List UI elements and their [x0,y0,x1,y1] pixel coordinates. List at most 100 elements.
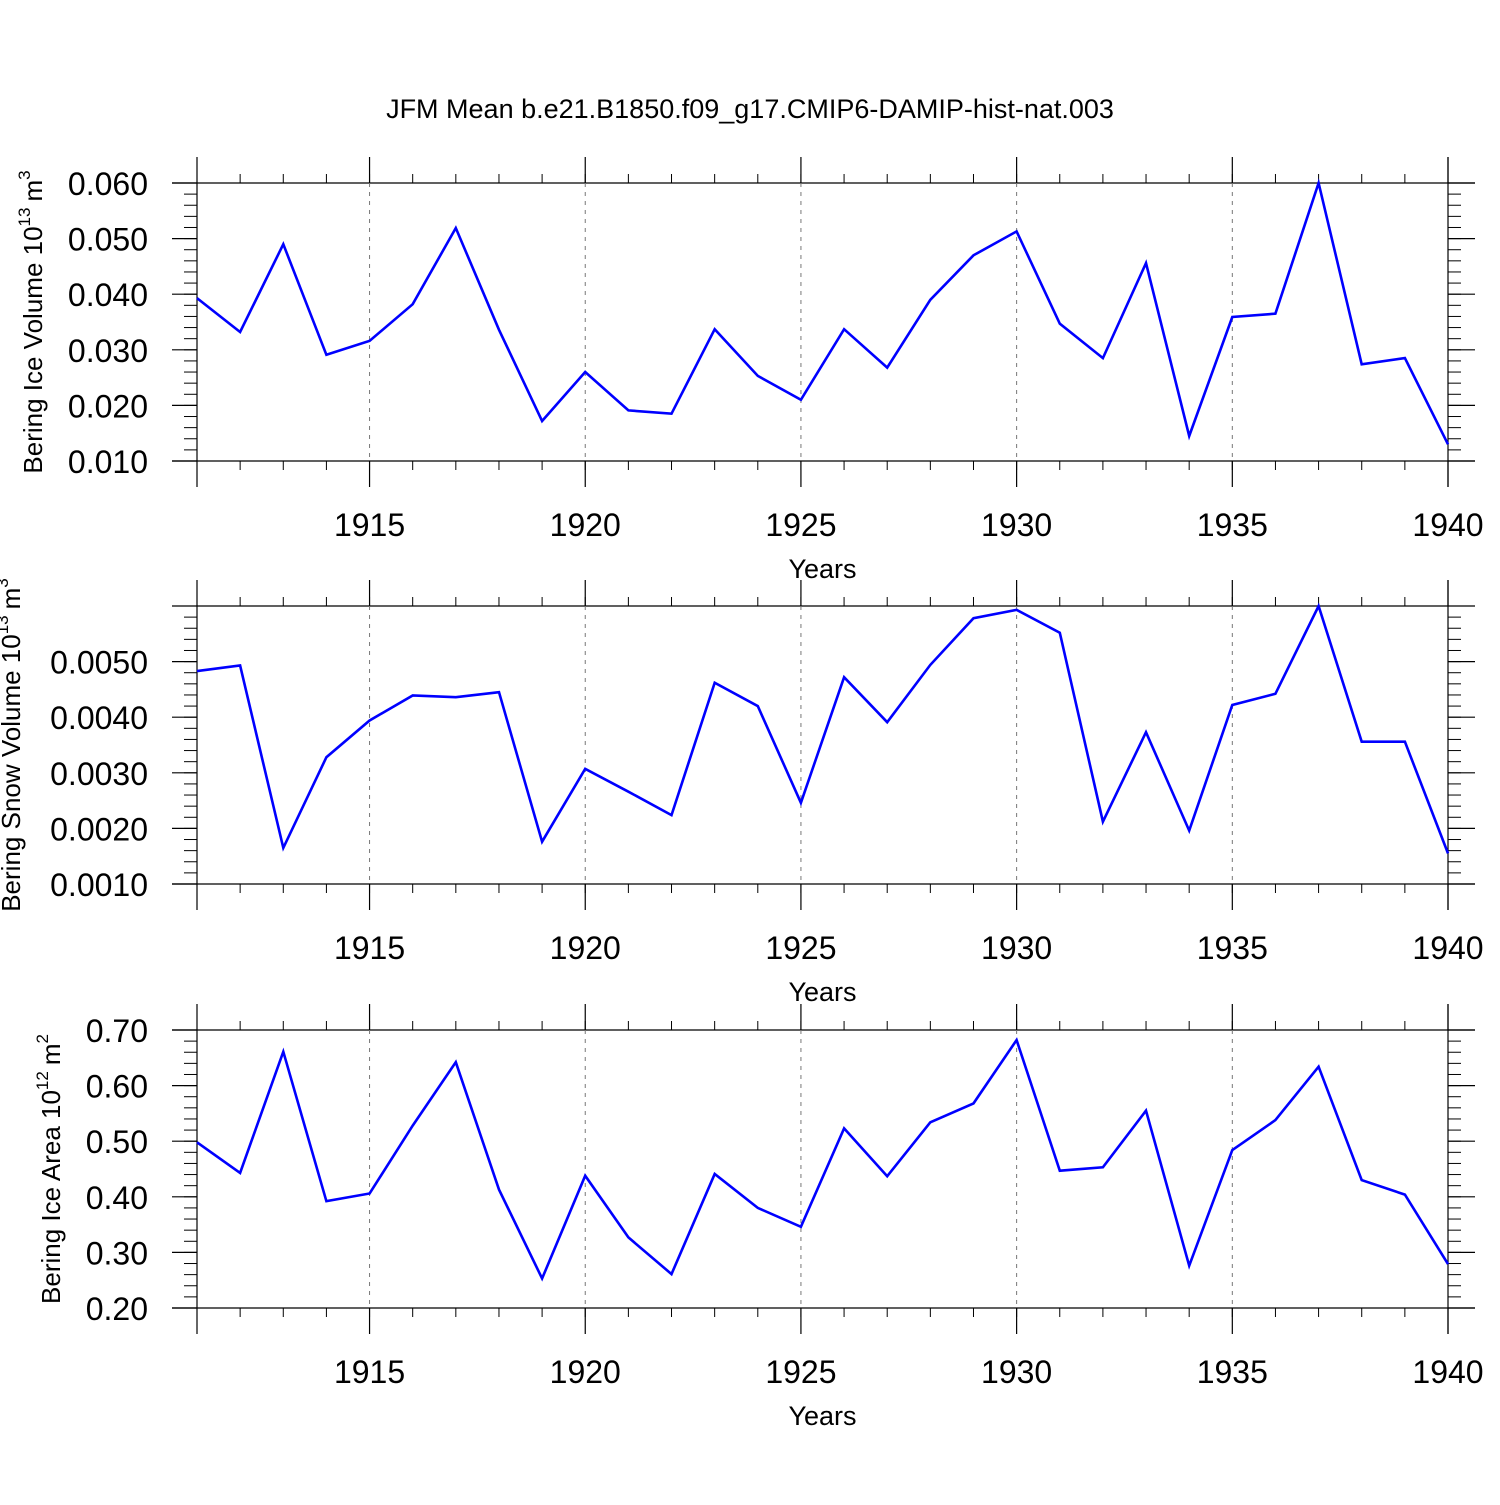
x-tick-label: 1935 [1197,507,1268,543]
data-point [1273,692,1277,696]
data-point [368,719,372,723]
y-tick-label: 0.040 [68,277,148,313]
data-point [713,327,717,331]
data-point [238,330,242,334]
data-point [1317,604,1321,608]
y-axis-label: Bering Ice Area 1012 m2 [33,1034,66,1304]
data-point [1360,740,1364,744]
data-point [411,694,415,698]
data-point [756,374,760,378]
data-point [1403,1193,1407,1197]
data-series-line [196,602,1450,854]
x-tick-label: 1935 [1197,1354,1268,1390]
x-tick-label: 1920 [550,507,621,543]
y-tick-label: 0.0030 [50,756,148,792]
panel-3: 1915 1920 1925 1930 1935 1940 0.20 0.30 0.40 0.50… [33,1004,1484,1431]
data-point [1015,608,1019,612]
data-point [411,302,415,306]
data-point [1015,229,1019,233]
data-point [756,704,760,708]
data-point [195,1140,199,1144]
data-point [497,690,501,694]
data-point [1230,315,1234,319]
data-point [670,1272,674,1276]
data-point [713,681,717,685]
data-point [670,813,674,817]
data-point [842,1126,846,1130]
y-tick-label: 0.70 [86,1013,148,1049]
x-tick-label: 1925 [765,507,836,543]
data-point [1230,1148,1234,1152]
y-tick-label: 0.010 [68,444,148,480]
data-point [1144,730,1148,734]
x-tick-label: 1940 [1412,507,1483,543]
data-point [1360,1178,1364,1182]
data-point [1446,1262,1450,1266]
data-series-line [196,1037,1450,1282]
y-axis-label-unit-exponent: 3 [0,578,12,587]
x-tick-label: 1940 [1412,930,1483,966]
x-tick-label: 1915 [334,930,405,966]
x-tick-label: 1920 [550,930,621,966]
y-tick-label: 0.020 [68,388,148,424]
data-point [1273,312,1277,316]
y-tick-label: 0.30 [86,1235,148,1271]
y-tick-label: 0.050 [68,222,148,258]
y-axis-label-text: Bering Snow Volume 10 [0,634,26,912]
y-axis-label-unit: m [36,1043,66,1065]
x-axis-label: Years [788,554,856,584]
data-point [281,242,285,246]
data-point [885,720,889,724]
y-tick-label: 0.0020 [50,811,148,847]
y-axis-label-exponent: 12 [33,1071,52,1090]
data-point [454,226,458,230]
y-tick-label: 0.060 [68,166,148,202]
data-point [972,253,976,257]
data-point [324,353,328,357]
x-tick-label: 1930 [981,1354,1052,1390]
x-tick-label: 1935 [1197,930,1268,966]
y-tick-label: 0.50 [86,1124,148,1160]
data-point [583,1174,587,1178]
data-point [583,370,587,374]
data-point [1403,740,1407,744]
data-point [195,296,199,300]
data-point [324,755,328,759]
data-point [1403,356,1407,360]
data-point [1101,820,1105,824]
data-point [1230,703,1234,707]
data-point [799,801,803,805]
data-point [1273,1118,1277,1122]
data-point [1317,1065,1321,1069]
data-point [626,790,630,794]
data-point [842,327,846,331]
x-tick-label: 1915 [334,507,405,543]
data-point [972,1101,976,1105]
data-point [713,1172,717,1176]
y-axis-label: Bering Ice Volume 1013 m3 [15,170,48,473]
data-point [238,1171,242,1175]
data-point [497,1188,501,1192]
data-point [885,1174,889,1178]
data-point [972,616,976,620]
data-point [670,412,674,416]
x-tick-label: 1930 [981,507,1052,543]
y-tick-label: 0.0050 [50,645,148,681]
x-tick-label: 1925 [765,930,836,966]
y-tick-label: 0.030 [68,333,148,369]
data-point [1058,631,1062,635]
data-point [540,419,544,423]
data-point [1058,1169,1062,1173]
data-point [1446,442,1450,446]
x-axis-label: Years [788,977,856,1007]
data-point [454,1060,458,1064]
data-point [1101,1165,1105,1169]
y-tick-label: 0.60 [86,1069,148,1105]
data-point [928,298,932,302]
y-axis-label-text: Bering Ice Area 10 [36,1090,66,1304]
data-point [368,339,372,343]
data-point [281,846,285,850]
x-tick-label: 1940 [1412,1354,1483,1390]
y-tick-label: 0.0010 [50,867,148,903]
data-point [1360,362,1364,366]
